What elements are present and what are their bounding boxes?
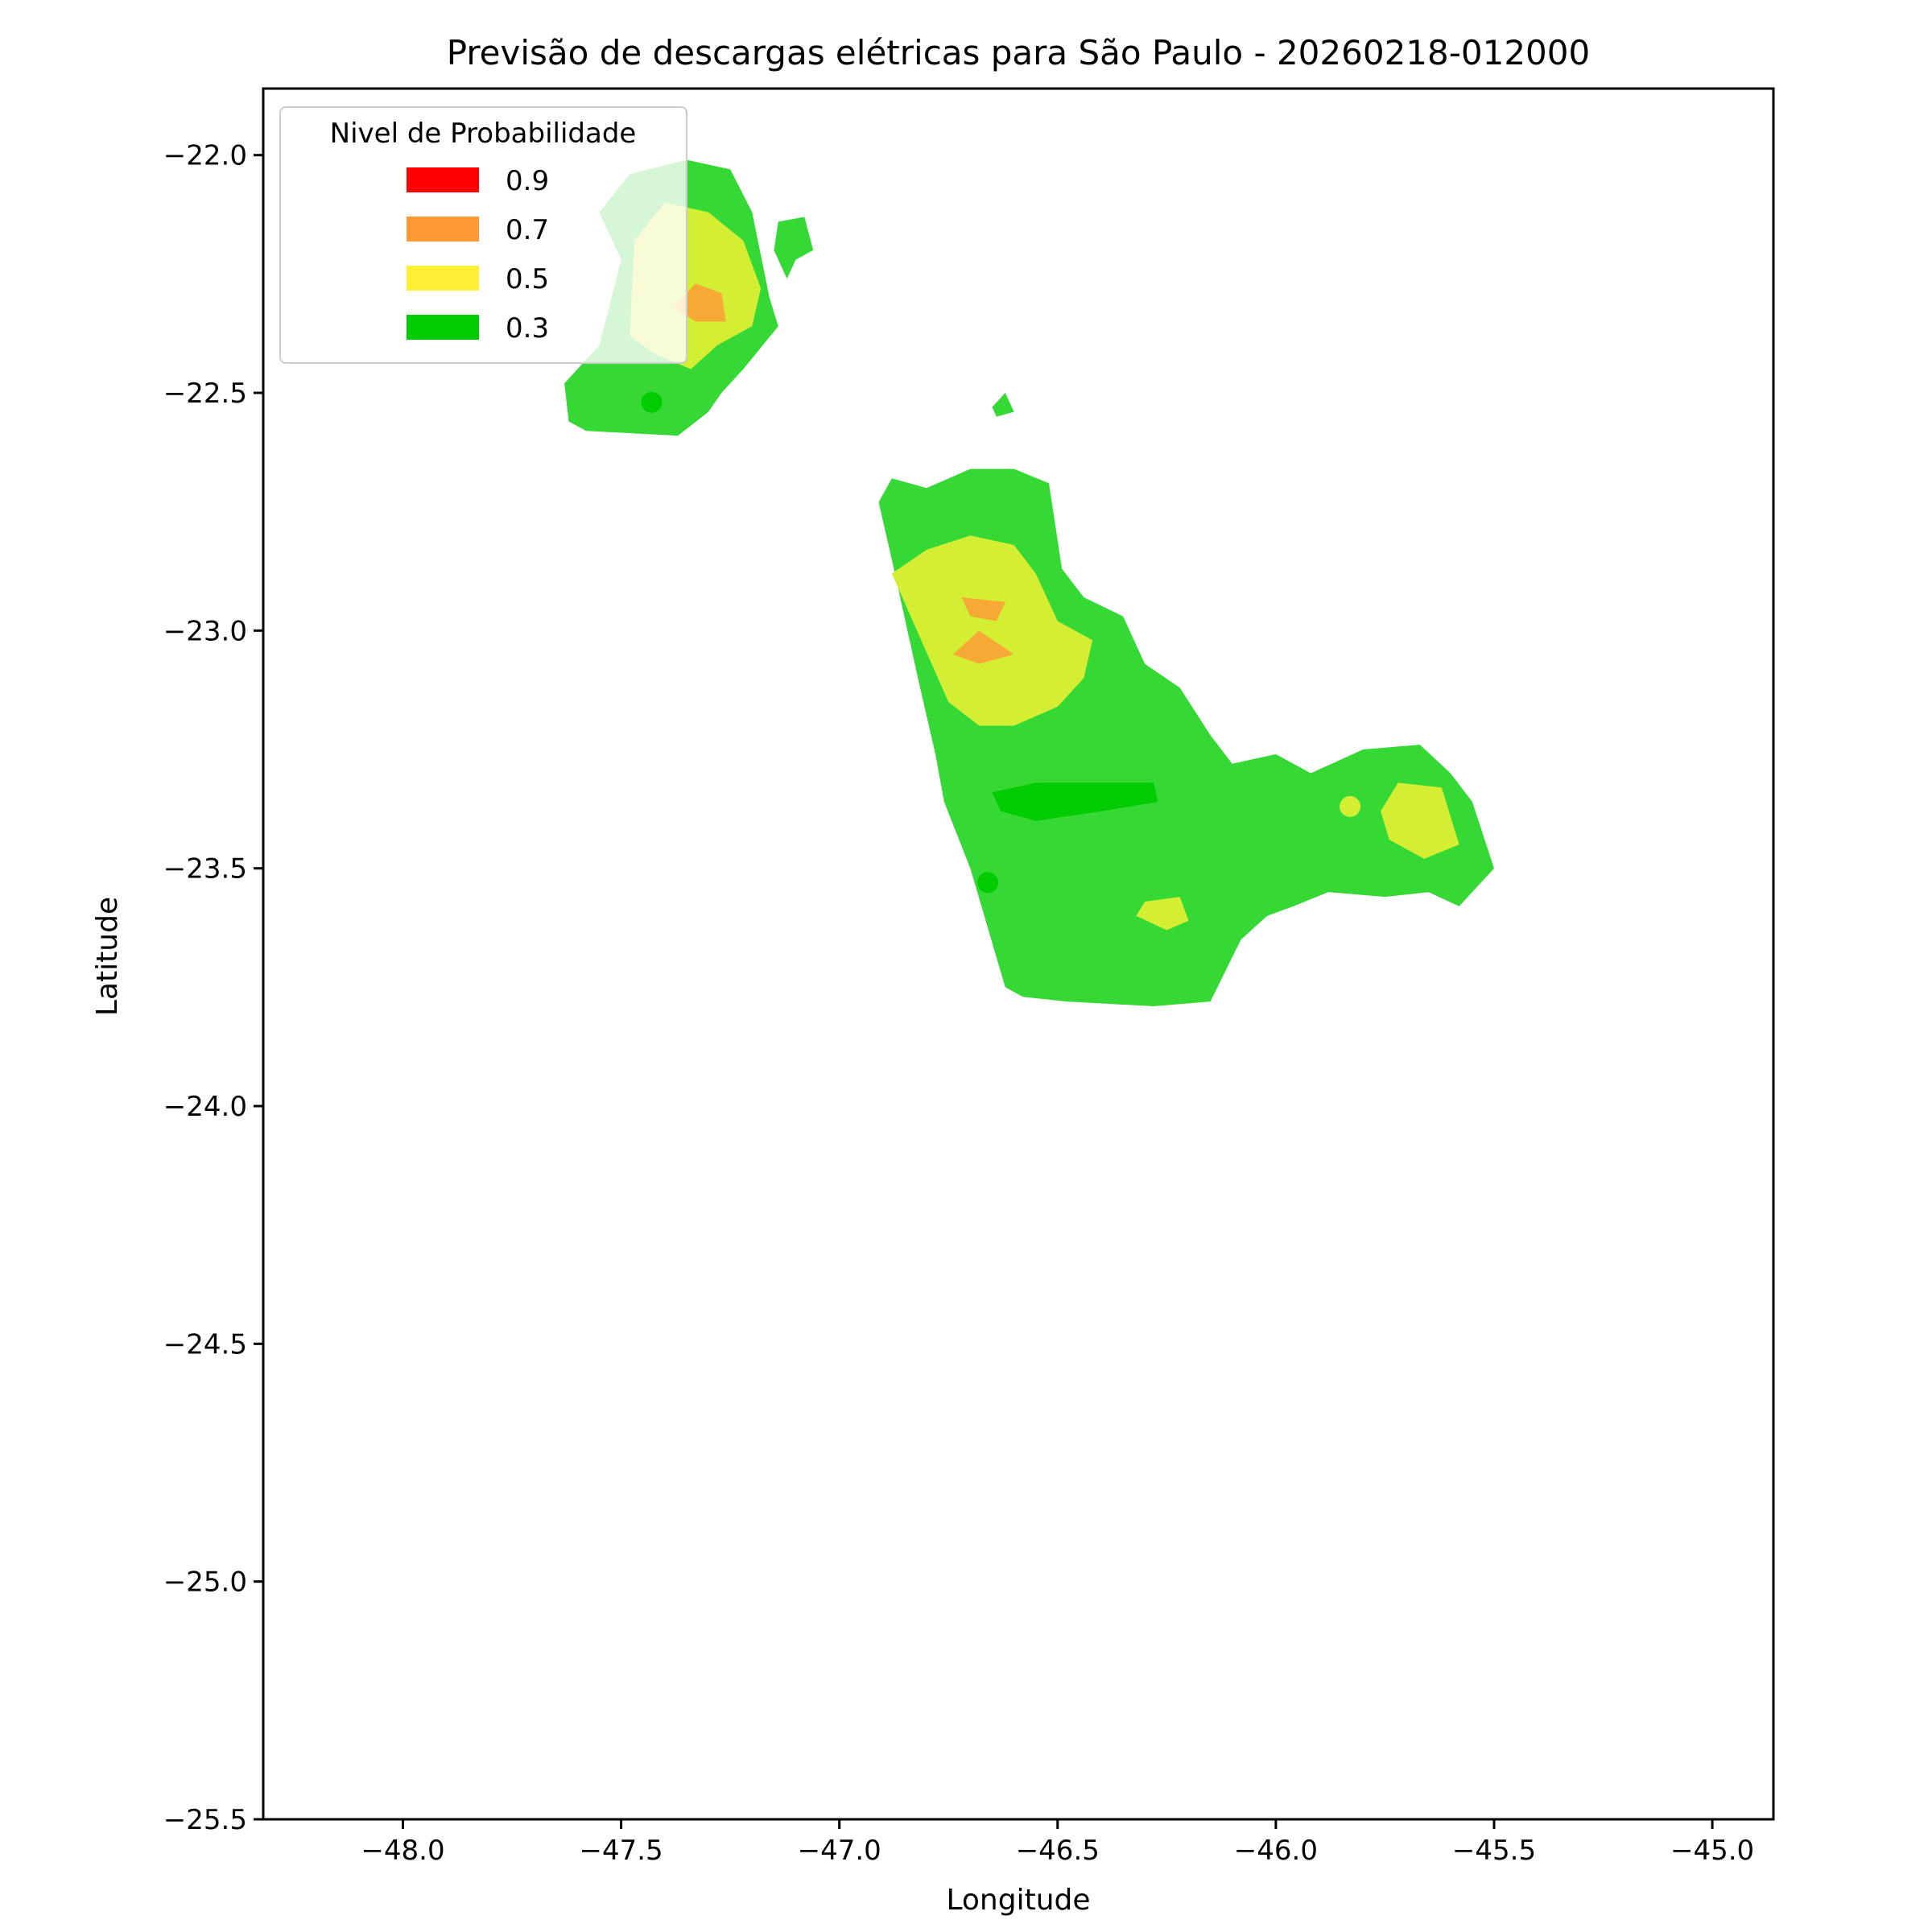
x-tick-label: −46.0 <box>1234 1835 1318 1867</box>
contour-region-7 <box>952 630 1014 664</box>
y-tick-label: −22.5 <box>163 378 247 410</box>
contour-region-8 <box>961 597 1005 621</box>
legend-entry-label: 0.9 <box>506 165 549 197</box>
legend: Nivel de Probabilidade 0.9 0.7 0.5 0.3 <box>279 106 687 364</box>
y-tick-label: −22.0 <box>163 140 247 172</box>
contour-region-9 <box>992 782 1158 821</box>
y-tick-label: −24.5 <box>163 1328 247 1360</box>
legend-swatch <box>407 315 479 340</box>
contour-region-6 <box>891 535 1093 726</box>
legend-entry-label: 0.5 <box>506 263 549 295</box>
x-tick-label: −46.5 <box>1016 1835 1100 1867</box>
chart-title: Previsão de descargas elétricas para São… <box>447 33 1590 72</box>
contour-region-3 <box>774 217 814 279</box>
x-tick-label: −45.5 <box>1452 1835 1536 1867</box>
y-axis-ticks: −22.0 −22.5 −23.0 −23.5 −24.0 −24.5 −25.0 −25.5 <box>163 140 263 1836</box>
x-tick-label: −47.0 <box>798 1835 881 1867</box>
x-tick-label: −48.0 <box>361 1835 444 1867</box>
legend-entry-label: 0.7 <box>506 214 549 246</box>
legend-swatch <box>407 266 479 291</box>
y-axis-label: Latitude <box>91 897 124 1016</box>
x-tick-label: −45.0 <box>1670 1835 1754 1867</box>
x-tick-label: −47.5 <box>579 1835 663 1867</box>
legend-swatch <box>407 167 479 192</box>
marker-2 <box>1340 795 1361 817</box>
plot-frame <box>262 87 1775 1821</box>
y-tick-label: −23.5 <box>163 853 247 886</box>
contour-region-10 <box>1381 782 1459 859</box>
markers <box>641 391 1361 894</box>
x-axis-ticks: −48.0 −47.5 −47.0 −46.5 −46.0 −45.5 −45.0 <box>361 1819 1754 1867</box>
y-tick-label: −25.5 <box>163 1804 247 1836</box>
marker-0 <box>641 391 663 413</box>
contour-region-4 <box>992 393 1014 417</box>
legend-title: Nivel de Probabilidade <box>330 118 637 150</box>
y-tick-label: −24.0 <box>163 1091 247 1123</box>
y-tick-label: −25.0 <box>163 1567 247 1599</box>
y-tick-label: −23.0 <box>163 615 247 647</box>
marker-1 <box>977 872 999 894</box>
legend-entry-label: 0.3 <box>506 312 549 345</box>
x-axis-label: Longitude <box>946 1884 1090 1917</box>
contour-region-11 <box>1136 897 1189 931</box>
legend-box <box>279 106 687 364</box>
legend-entries: 0.9 0.7 0.5 0.3 <box>407 165 549 345</box>
legend-swatch <box>407 217 479 242</box>
